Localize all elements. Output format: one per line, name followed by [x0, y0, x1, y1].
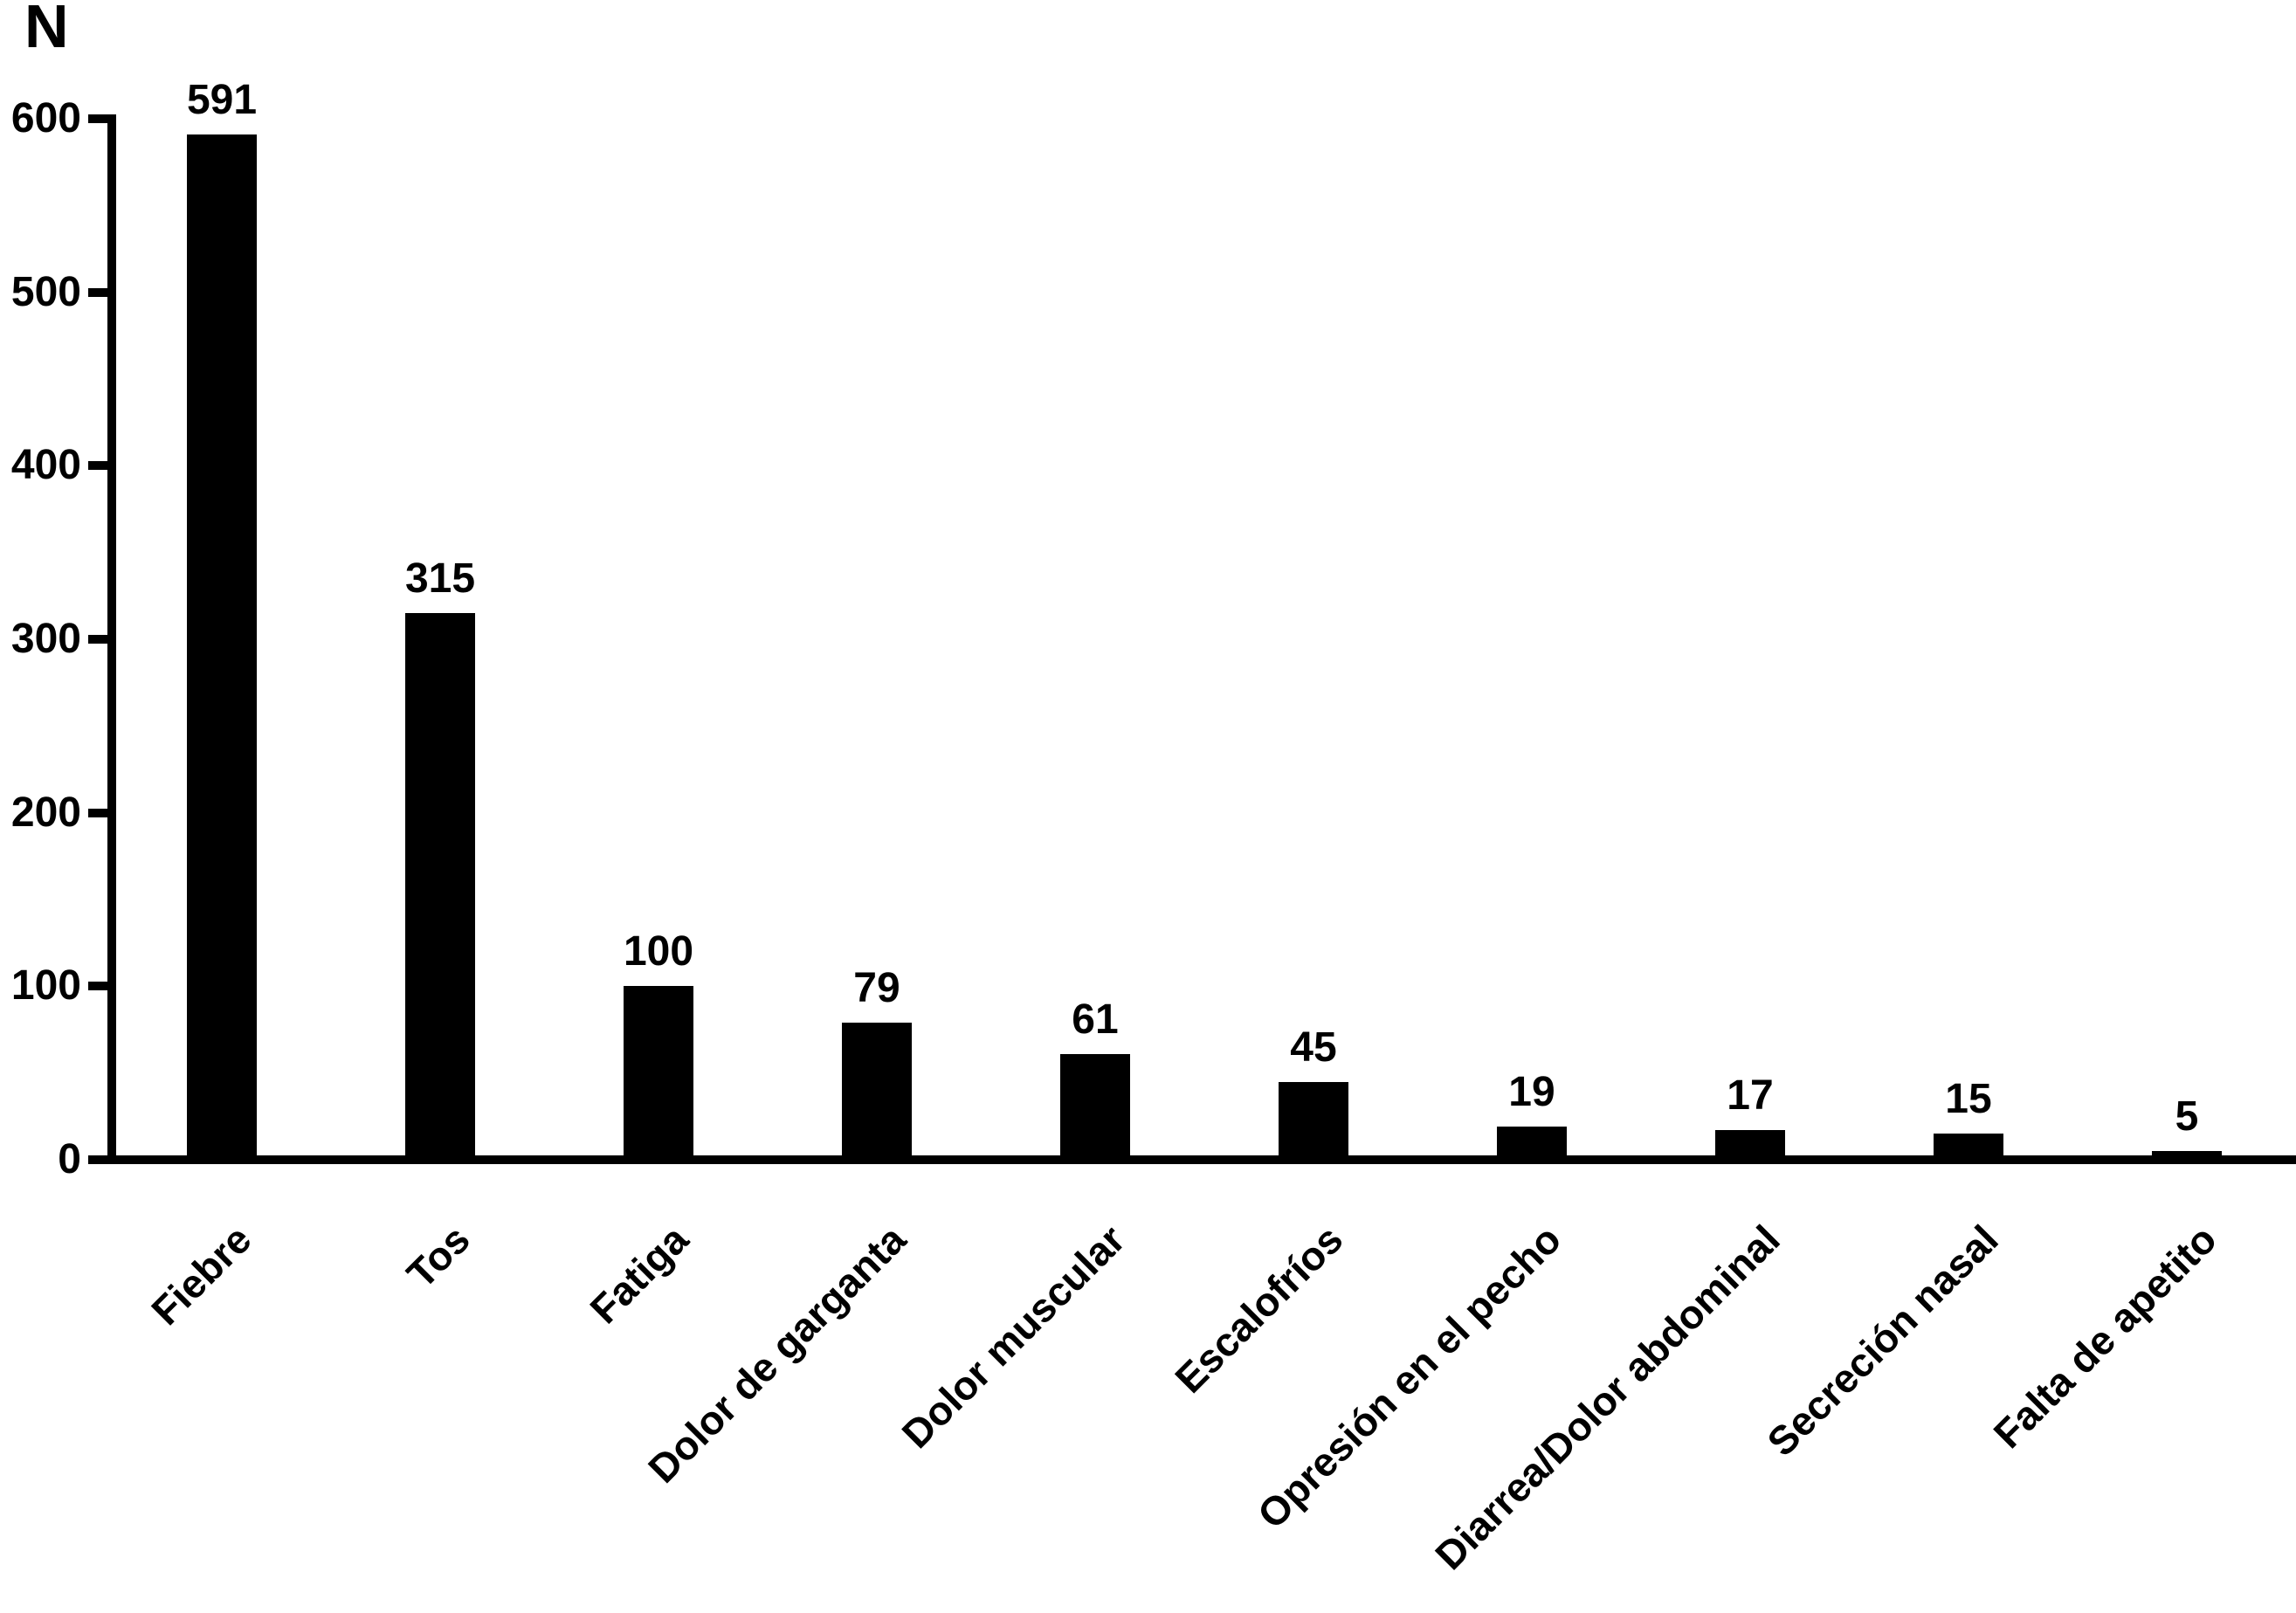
bar-value-label: 17	[1727, 1072, 1774, 1119]
bar-value-label: 19	[1508, 1069, 1555, 1115]
bar	[1497, 1127, 1567, 1160]
bar-value-label: 45	[1290, 1024, 1337, 1071]
y-axis-title: N	[24, 0, 69, 60]
y-tick-label: 200	[10, 789, 81, 836]
y-tick-mark	[88, 1155, 107, 1164]
x-axis-tick-label: Escalofríos	[1166, 1216, 1352, 1402]
y-tick-mark	[88, 114, 107, 123]
y-tick-label: 500	[10, 268, 81, 315]
x-axis-tick-label: Tos	[397, 1216, 479, 1297]
y-tick-mark	[88, 287, 107, 297]
bar-value-label: 100	[623, 928, 694, 975]
x-axis-line	[107, 1155, 2296, 1164]
bar	[1715, 1130, 1785, 1160]
bar-value-label: 61	[1072, 996, 1119, 1043]
y-tick-label: 600	[10, 94, 81, 141]
y-tick-label: 0	[58, 1136, 81, 1182]
y-tick-label: 400	[10, 442, 81, 489]
x-axis-tick-label: Fiebre	[142, 1216, 260, 1334]
bar	[624, 986, 693, 1160]
bar	[405, 613, 475, 1160]
x-axis-tick-label: Diarrea/Dolor abdominal	[1425, 1216, 1789, 1579]
bar-value-label: 79	[853, 965, 900, 1011]
y-tick-mark	[88, 982, 107, 991]
x-axis-tick-label: Fatiga	[580, 1216, 697, 1333]
bar-value-label: 315	[404, 555, 476, 602]
bar	[1279, 1082, 1348, 1160]
y-tick-label: 100	[10, 962, 81, 1010]
y-axis-line	[107, 114, 116, 1164]
bar-value-label: 5	[2175, 1093, 2199, 1140]
x-axis-tick-label: Falta de apetito	[1984, 1216, 2225, 1458]
x-axis-tick-label: Secreción nasal	[1757, 1216, 2007, 1465]
bar	[1060, 1054, 1130, 1160]
y-tick-mark	[88, 808, 107, 817]
y-tick-mark	[88, 634, 107, 644]
y-tick-label: 300	[10, 615, 81, 662]
y-tick-mark	[88, 461, 107, 471]
bar-value-label: 591	[186, 77, 258, 123]
x-axis-tick-label: Dolor muscular	[893, 1216, 1134, 1458]
bar	[187, 134, 257, 1160]
bar	[842, 1023, 912, 1160]
bar-value-label: 15	[1945, 1076, 1992, 1122]
